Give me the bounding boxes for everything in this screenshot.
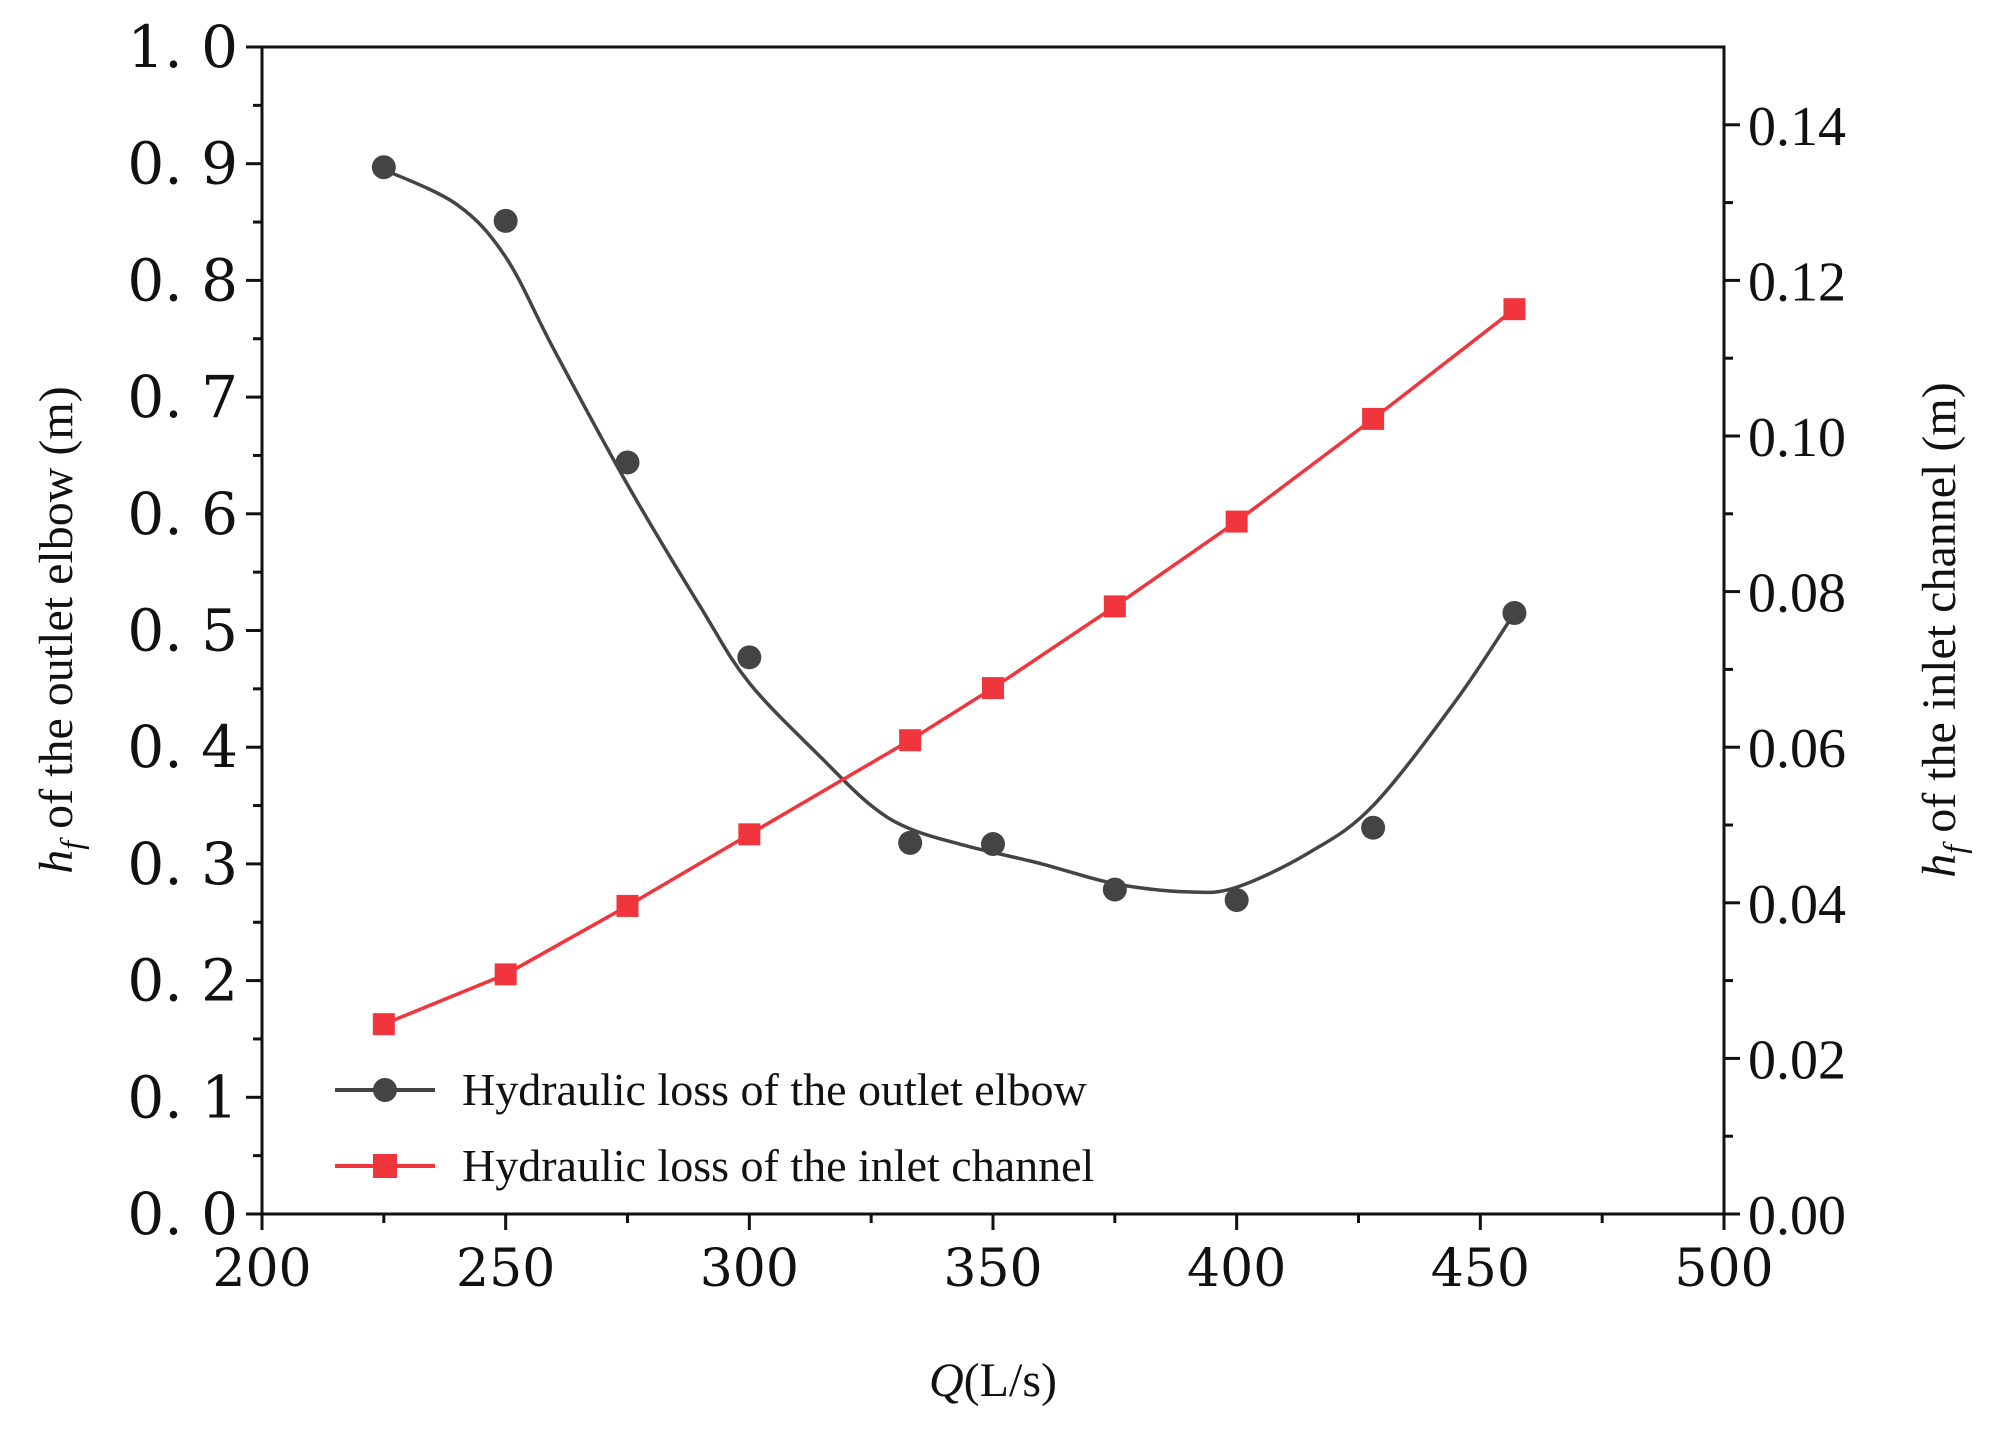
legend-label-outlet-elbow: Hydraulic loss of the outlet elbow bbox=[462, 1064, 1087, 1115]
y-right-tick-label: 0.08 bbox=[1748, 563, 1846, 625]
y-right-label-italic: h bbox=[1913, 854, 1966, 878]
legend-label-inlet-channel: Hydraulic loss of the inlet channel bbox=[462, 1140, 1094, 1191]
series-line-inlet-channel bbox=[383, 307, 1516, 1026]
legend: Hydraulic loss of the outlet elbow Hydra… bbox=[335, 1064, 1094, 1191]
tick-labels: 200 250 300 350 400 450 500 0. 0 0. 1 0. 2 0. 3 0. … bbox=[127, 13, 1846, 1299]
y-right-tick-label: 0.00 bbox=[1748, 1185, 1846, 1247]
y-right-tick-label: 0.06 bbox=[1748, 718, 1846, 780]
y-right-label-text: of the inlet channel (m) bbox=[1913, 382, 1966, 845]
axis-ticks bbox=[246, 45, 1740, 1230]
x-label-text: (L/s) bbox=[964, 1354, 1057, 1407]
point-inlet-channel bbox=[899, 729, 922, 752]
y-left-tick-label: 0. 5 bbox=[127, 597, 238, 665]
point-outlet-elbow bbox=[615, 450, 640, 475]
y-right-tick-label: 0.14 bbox=[1748, 96, 1846, 158]
x-tick-label: 400 bbox=[1187, 1239, 1286, 1299]
x-label-italic: Q bbox=[929, 1354, 964, 1407]
point-outlet-elbow bbox=[898, 830, 923, 855]
point-inlet-channel bbox=[616, 894, 639, 917]
y-left-tick-label: 0. 2 bbox=[127, 947, 238, 1015]
x-tick-label: 500 bbox=[1674, 1239, 1773, 1299]
point-outlet-elbow bbox=[1361, 815, 1386, 840]
point-inlet-channel bbox=[372, 1013, 395, 1036]
point-outlet-elbow bbox=[493, 208, 518, 233]
series-layer bbox=[371, 155, 1527, 1036]
y-right-tick-label: 0.04 bbox=[1748, 874, 1846, 936]
point-inlet-channel bbox=[1503, 298, 1526, 321]
point-inlet-channel bbox=[1362, 407, 1385, 430]
point-inlet-channel bbox=[1225, 510, 1248, 533]
y-left-label-italic: h bbox=[30, 850, 83, 874]
y-left-tick-label: 0. 9 bbox=[127, 130, 238, 198]
y-left-label-text: of the outlet elbow (m) bbox=[30, 386, 83, 841]
y-left-tick-label: 0. 0 bbox=[127, 1180, 238, 1248]
point-inlet-channel bbox=[982, 677, 1004, 700]
x-tick-label: 300 bbox=[700, 1239, 799, 1299]
x-tick-label: 250 bbox=[456, 1239, 555, 1299]
legend-marker-circle bbox=[373, 1078, 397, 1102]
x-tick-label: 450 bbox=[1431, 1239, 1530, 1299]
y-left-tick-label: 0. 1 bbox=[127, 1063, 238, 1131]
point-inlet-channel bbox=[1103, 595, 1126, 618]
y-left-tick-label: 0. 4 bbox=[127, 713, 238, 781]
point-outlet-elbow bbox=[1102, 877, 1127, 902]
y-left-tick-label: 0. 8 bbox=[127, 246, 238, 314]
point-inlet-channel bbox=[738, 823, 761, 846]
series-line-outlet-elbow bbox=[383, 167, 1516, 895]
x-tick-label: 350 bbox=[943, 1239, 1042, 1299]
y-left-tick-label: 1. 0 bbox=[127, 13, 238, 81]
x-tick-label: 200 bbox=[212, 1239, 311, 1299]
point-outlet-elbow bbox=[737, 645, 762, 670]
point-outlet-elbow bbox=[1224, 888, 1249, 913]
point-outlet-elbow bbox=[371, 155, 396, 180]
plot-frame bbox=[260, 45, 1726, 1216]
y-right-tick-label: 0.02 bbox=[1748, 1029, 1846, 1091]
y-axis-right-label: hf of the inlet channel (m) bbox=[1913, 382, 1972, 877]
y-right-tick-label: 0.12 bbox=[1748, 251, 1846, 313]
point-outlet-elbow bbox=[981, 832, 1005, 857]
y-axis-left-label: hf of the outlet elbow (m) bbox=[30, 386, 89, 873]
point-inlet-channel bbox=[494, 963, 517, 986]
y-right-tick-label: 0.10 bbox=[1748, 407, 1846, 469]
y-left-tick-label: 0. 3 bbox=[127, 830, 238, 898]
x-axis-label: Q(L/s) bbox=[929, 1354, 1057, 1407]
y-left-tick-label: 0. 6 bbox=[127, 480, 238, 548]
point-outlet-elbow bbox=[1502, 600, 1527, 625]
legend-marker-square bbox=[373, 1154, 397, 1178]
y-left-tick-label: 0. 7 bbox=[127, 363, 238, 431]
